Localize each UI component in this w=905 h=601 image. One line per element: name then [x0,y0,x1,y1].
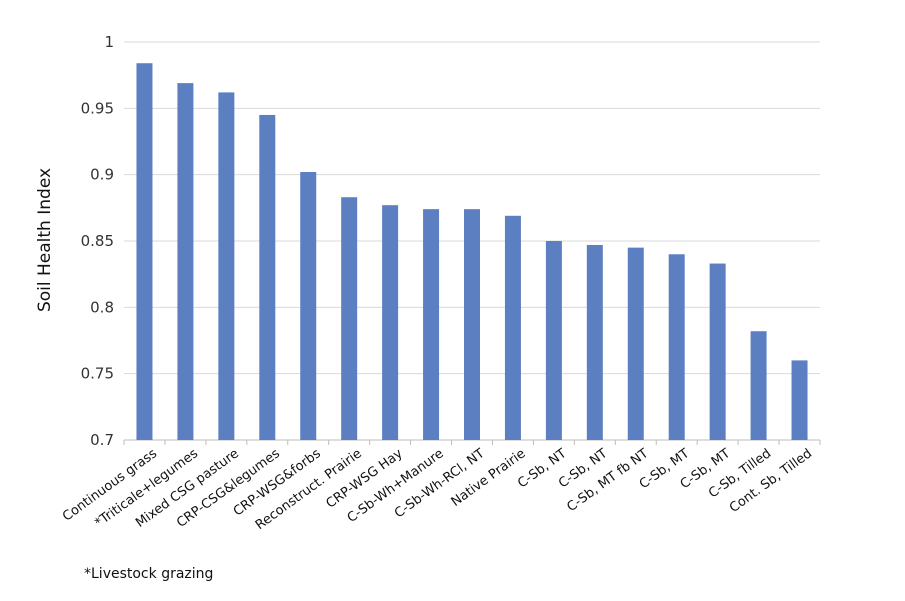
bar [627,247,644,440]
x-axis-tick-labels: Continuous grass*Triticale+legumesMixed … [60,440,821,533]
bar [382,205,399,440]
bar [341,197,358,440]
y-tick-label: 1 [104,33,114,51]
bar [668,254,685,440]
y-axis-label: Soil Health Index [35,168,55,312]
bar [750,331,767,440]
bar [545,241,562,440]
y-tick-label: 0.9 [90,166,114,184]
y-tick-label: 0.95 [81,99,114,117]
bar [504,215,521,440]
bar [259,114,276,440]
bar [791,360,808,440]
bar [709,263,726,440]
bar [423,209,440,440]
bars [136,63,808,441]
y-tick-label: 0.7 [90,431,114,449]
footnote: *Livestock grazing [84,566,214,582]
y-tick-label: 0.8 [90,298,114,316]
bar [218,92,235,440]
y-tick-label: 0.85 [81,232,114,250]
bar [300,172,317,440]
bar [177,83,194,441]
y-axis-ticks: 0.7 0.75 0.8 0.85 0.9 0.95 1 [81,33,114,449]
bar [586,244,603,440]
y-tick-label: 0.75 [81,365,114,383]
bar [136,63,153,441]
bar [464,209,480,440]
